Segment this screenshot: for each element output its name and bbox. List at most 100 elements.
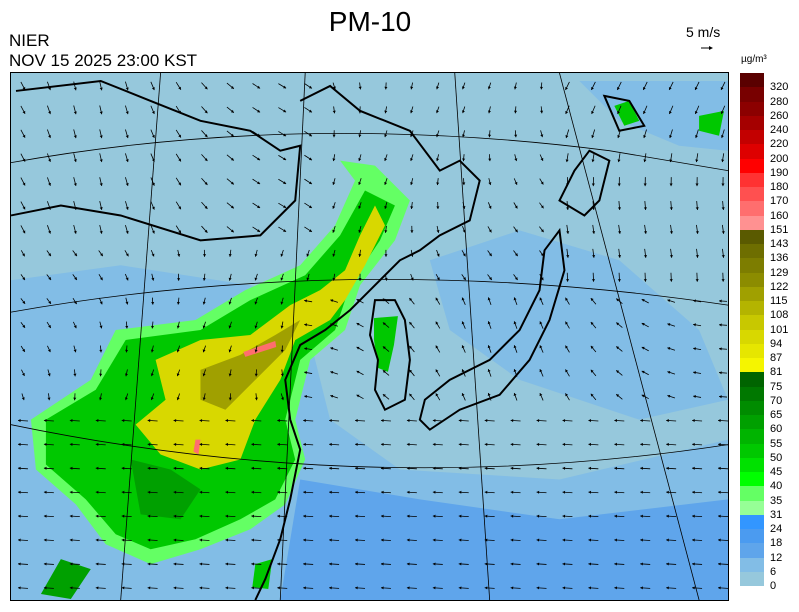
wind-arrowhead	[462, 229, 466, 233]
wind-arrowhead	[329, 514, 332, 518]
wind-arrowhead	[151, 253, 155, 257]
wind-arrowhead	[22, 86, 26, 90]
legend-swatch	[740, 514, 764, 529]
wind-arrowhead	[257, 109, 261, 113]
wind-arrowhead	[406, 490, 410, 494]
wind-arrowhead	[355, 514, 358, 518]
legend-swatch	[740, 543, 764, 558]
wind-arrowhead	[562, 538, 566, 542]
wind-arrowhead	[228, 254, 232, 257]
wind-arrowhead	[356, 370, 360, 374]
wind-arrowhead	[487, 345, 491, 349]
wind-arrowhead	[73, 183, 77, 186]
wind-arrowhead	[614, 442, 617, 446]
wind-arrowhead	[513, 110, 518, 114]
wind-arrowhead	[47, 373, 51, 377]
wind-arrowhead	[277, 418, 280, 423]
wind-arrowhead	[173, 562, 177, 566]
wind-arrowhead	[540, 181, 544, 185]
wind-arrowhead	[43, 538, 47, 542]
wind-arrowhead	[304, 371, 308, 375]
wind-arrowhead	[48, 158, 51, 162]
wind-arrowhead	[666, 418, 669, 423]
wind-arrowhead	[666, 466, 669, 470]
wind-arrowhead	[692, 514, 695, 518]
wind-arrowhead	[306, 277, 310, 281]
wind-arrowhead	[384, 181, 388, 185]
wind-arrowhead	[121, 562, 125, 566]
legend-label: 18	[770, 537, 783, 550]
wind-arrowhead	[95, 466, 99, 470]
wind-arrowhead	[614, 538, 617, 542]
wind-arrowhead	[458, 514, 462, 518]
wind-arrowhead	[540, 157, 544, 161]
wind-arrowhead	[720, 87, 724, 90]
wind-arrowhead	[380, 586, 384, 590]
wind-arrowhead	[513, 297, 517, 301]
wind-arrowhead	[410, 253, 414, 257]
wind-arrowhead	[410, 86, 414, 90]
wind-arrowhead	[73, 135, 77, 139]
wind-arrowhead	[588, 418, 592, 423]
wind-arrowhead	[667, 347, 671, 350]
wind-arrowhead	[694, 111, 698, 114]
wind-arrowhead	[151, 158, 155, 162]
wind-arrowhead	[47, 397, 51, 401]
wind-arrowhead	[48, 87, 51, 91]
wind-arrowhead	[435, 345, 439, 349]
pm10-map	[10, 72, 729, 601]
wind-arrowhead	[355, 490, 358, 494]
wind-arrowhead	[539, 393, 543, 397]
wind-arrowhead	[641, 346, 645, 350]
wind-arrowhead	[462, 206, 466, 209]
wind-arrowhead	[329, 562, 332, 566]
wind-arrowhead	[228, 325, 232, 329]
wind-arrowhead	[588, 538, 592, 542]
legend-label: 190	[770, 166, 789, 179]
wind-arrowhead	[488, 229, 492, 233]
wind-arrowhead	[409, 298, 413, 302]
wind-arrowhead	[432, 490, 436, 494]
wind-arrowhead	[643, 255, 648, 258]
wind-arrowhead	[202, 349, 206, 353]
wind-arrowhead	[125, 230, 129, 234]
wind-arrowhead	[308, 157, 312, 161]
wind-arrowhead	[124, 397, 128, 401]
wind-arrowhead	[356, 346, 360, 350]
legend-swatch	[740, 187, 764, 202]
wind-arrowhead	[304, 347, 308, 351]
wind-arrowhead	[332, 86, 336, 90]
wind-arrowhead	[95, 538, 99, 542]
wind-arrowhead	[330, 394, 334, 398]
wind-arrowhead	[641, 323, 645, 326]
wind-arrowhead	[510, 562, 514, 566]
wind-arrowhead	[303, 442, 306, 446]
wind-arrowhead	[695, 183, 699, 187]
wind-arrowhead	[565, 279, 570, 282]
wind-arrowhead	[721, 159, 725, 163]
wind-arrowhead	[254, 325, 258, 329]
wind-arrowhead	[22, 158, 26, 162]
coastlines	[11, 79, 646, 600]
wind-arrowhead	[147, 490, 151, 494]
wind-arrowhead	[718, 562, 721, 566]
wind-arrowhead	[539, 86, 543, 90]
wind-arrowhead	[721, 183, 725, 187]
wind-arrowhead	[410, 182, 414, 185]
wind-arrowhead	[303, 418, 306, 423]
wind-arrowhead	[99, 207, 103, 210]
wind-arrowhead	[283, 133, 287, 137]
wind-arrowhead	[329, 490, 332, 494]
wind-arrowhead	[718, 514, 721, 518]
wind-arrowhead	[199, 442, 203, 446]
wind-arrowhead	[617, 87, 620, 90]
wind-arrowhead	[199, 514, 203, 518]
wind-arrowhead	[22, 206, 26, 210]
wind-arrowhead	[356, 394, 360, 398]
wind-arrowhead	[251, 418, 254, 423]
wind-arrowhead	[666, 490, 669, 494]
legend-swatch	[740, 557, 764, 572]
wind-arrowhead	[230, 133, 234, 137]
wind-arrowhead	[204, 158, 208, 162]
wind-arrowhead	[355, 538, 358, 542]
